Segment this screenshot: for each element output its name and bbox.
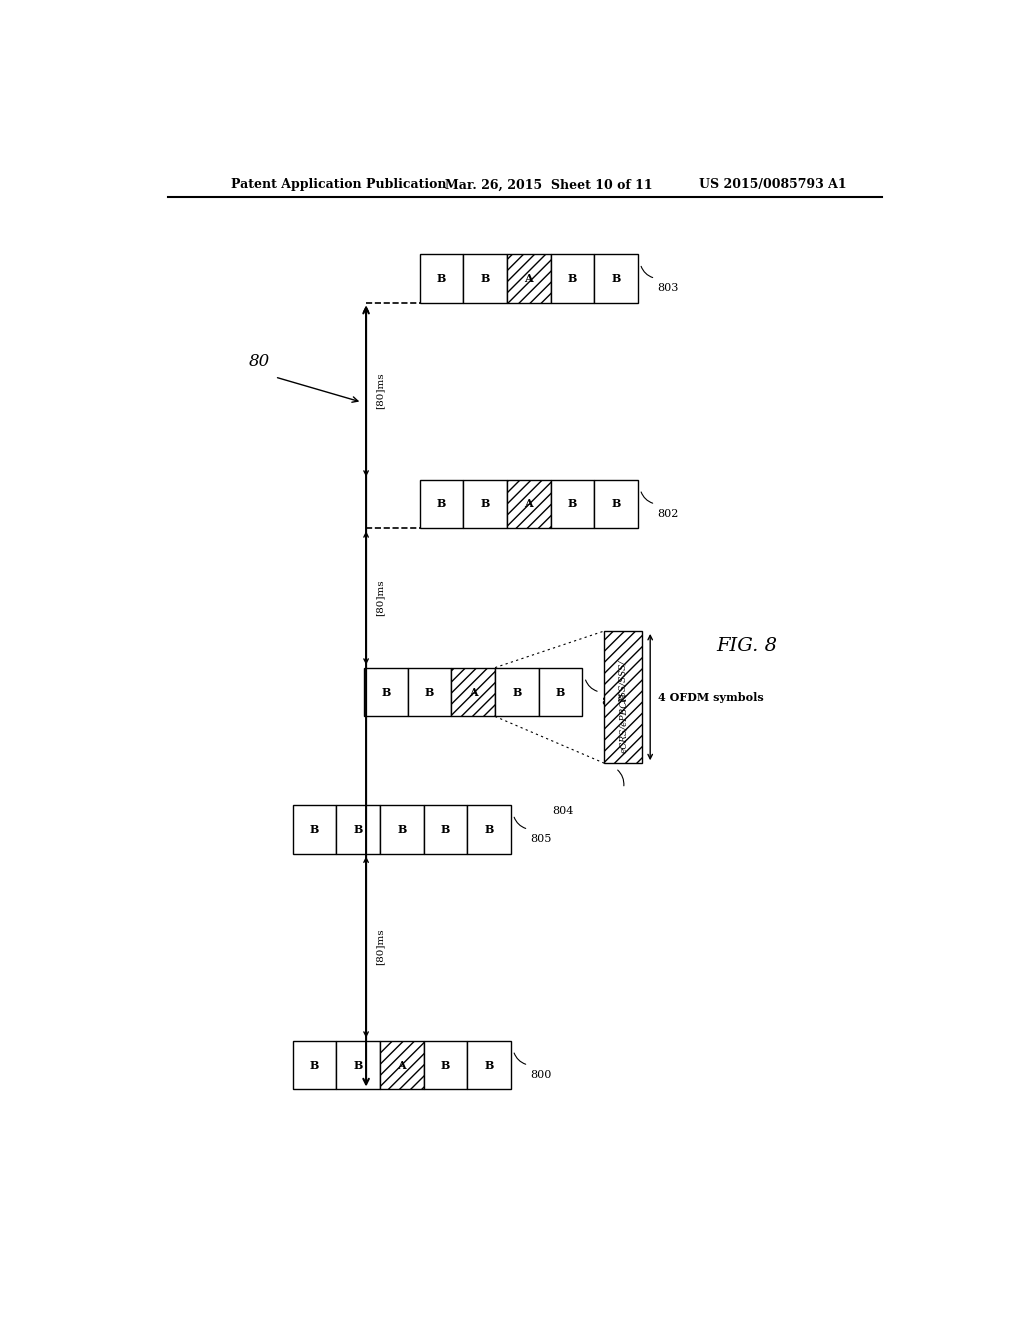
Text: [80]ms: [80]ms <box>376 372 385 409</box>
Bar <box>408 668 452 717</box>
Bar <box>539 668 583 717</box>
Text: 80: 80 <box>248 354 269 370</box>
Text: B: B <box>440 1060 451 1071</box>
Text: B: B <box>567 273 578 284</box>
Text: B: B <box>611 273 621 284</box>
Text: B: B <box>437 499 446 510</box>
Text: [80]ms: [80]ms <box>376 579 385 616</box>
Bar <box>420 479 463 528</box>
Text: B: B <box>512 686 521 697</box>
Text: [80]ms: [80]ms <box>376 929 385 965</box>
Text: 801: 801 <box>601 697 623 706</box>
Text: B: B <box>310 1060 319 1071</box>
Text: B: B <box>484 824 494 834</box>
Text: B: B <box>437 273 446 284</box>
Text: B: B <box>556 686 565 697</box>
Text: B: B <box>480 273 489 284</box>
Text: 4 OFDM symbols: 4 OFDM symbols <box>658 692 764 702</box>
Text: B: B <box>353 824 362 834</box>
Bar <box>424 1040 467 1089</box>
Text: Mar. 26, 2015  Sheet 10 of 11: Mar. 26, 2015 Sheet 10 of 11 <box>445 178 653 191</box>
Bar <box>463 253 507 302</box>
Text: 804: 804 <box>553 807 573 816</box>
Bar <box>594 253 638 302</box>
Bar <box>467 805 511 854</box>
Bar <box>507 479 551 528</box>
Bar <box>380 805 424 854</box>
Bar <box>507 253 551 302</box>
Text: 803: 803 <box>657 282 678 293</box>
Text: B: B <box>611 499 621 510</box>
Bar <box>467 1040 511 1089</box>
Text: B: B <box>440 824 451 834</box>
Text: A: A <box>469 686 477 697</box>
Text: US 2015/0085793 A1: US 2015/0085793 A1 <box>699 178 847 191</box>
Text: B: B <box>381 686 390 697</box>
Text: B: B <box>567 499 578 510</box>
Text: FIG. 8: FIG. 8 <box>717 638 777 655</box>
Text: Patent Application Publication: Patent Application Publication <box>231 178 446 191</box>
Bar <box>380 1040 424 1089</box>
Text: eCRS/ePBCH: eCRS/ePBCH <box>618 692 628 752</box>
Text: A: A <box>397 1060 407 1071</box>
Bar <box>551 253 594 302</box>
Text: B: B <box>425 686 434 697</box>
Text: A: A <box>524 273 534 284</box>
Bar <box>463 479 507 528</box>
Text: B: B <box>397 824 407 834</box>
Text: B: B <box>353 1060 362 1071</box>
Text: B: B <box>310 824 319 834</box>
Bar <box>452 668 495 717</box>
Bar <box>336 805 380 854</box>
Text: 800: 800 <box>530 1069 551 1080</box>
Bar <box>551 479 594 528</box>
Bar <box>293 1040 336 1089</box>
Bar <box>604 631 642 763</box>
Text: 802: 802 <box>657 508 678 519</box>
Bar <box>420 253 463 302</box>
Text: A: A <box>524 499 534 510</box>
Text: PSS/SSS/: PSS/SSS/ <box>618 661 628 704</box>
Text: 805: 805 <box>530 834 551 843</box>
Text: B: B <box>480 499 489 510</box>
Bar <box>336 1040 380 1089</box>
Bar <box>495 668 539 717</box>
Bar <box>365 668 408 717</box>
Text: B: B <box>484 1060 494 1071</box>
Bar <box>293 805 336 854</box>
Bar <box>594 479 638 528</box>
Bar <box>424 805 467 854</box>
